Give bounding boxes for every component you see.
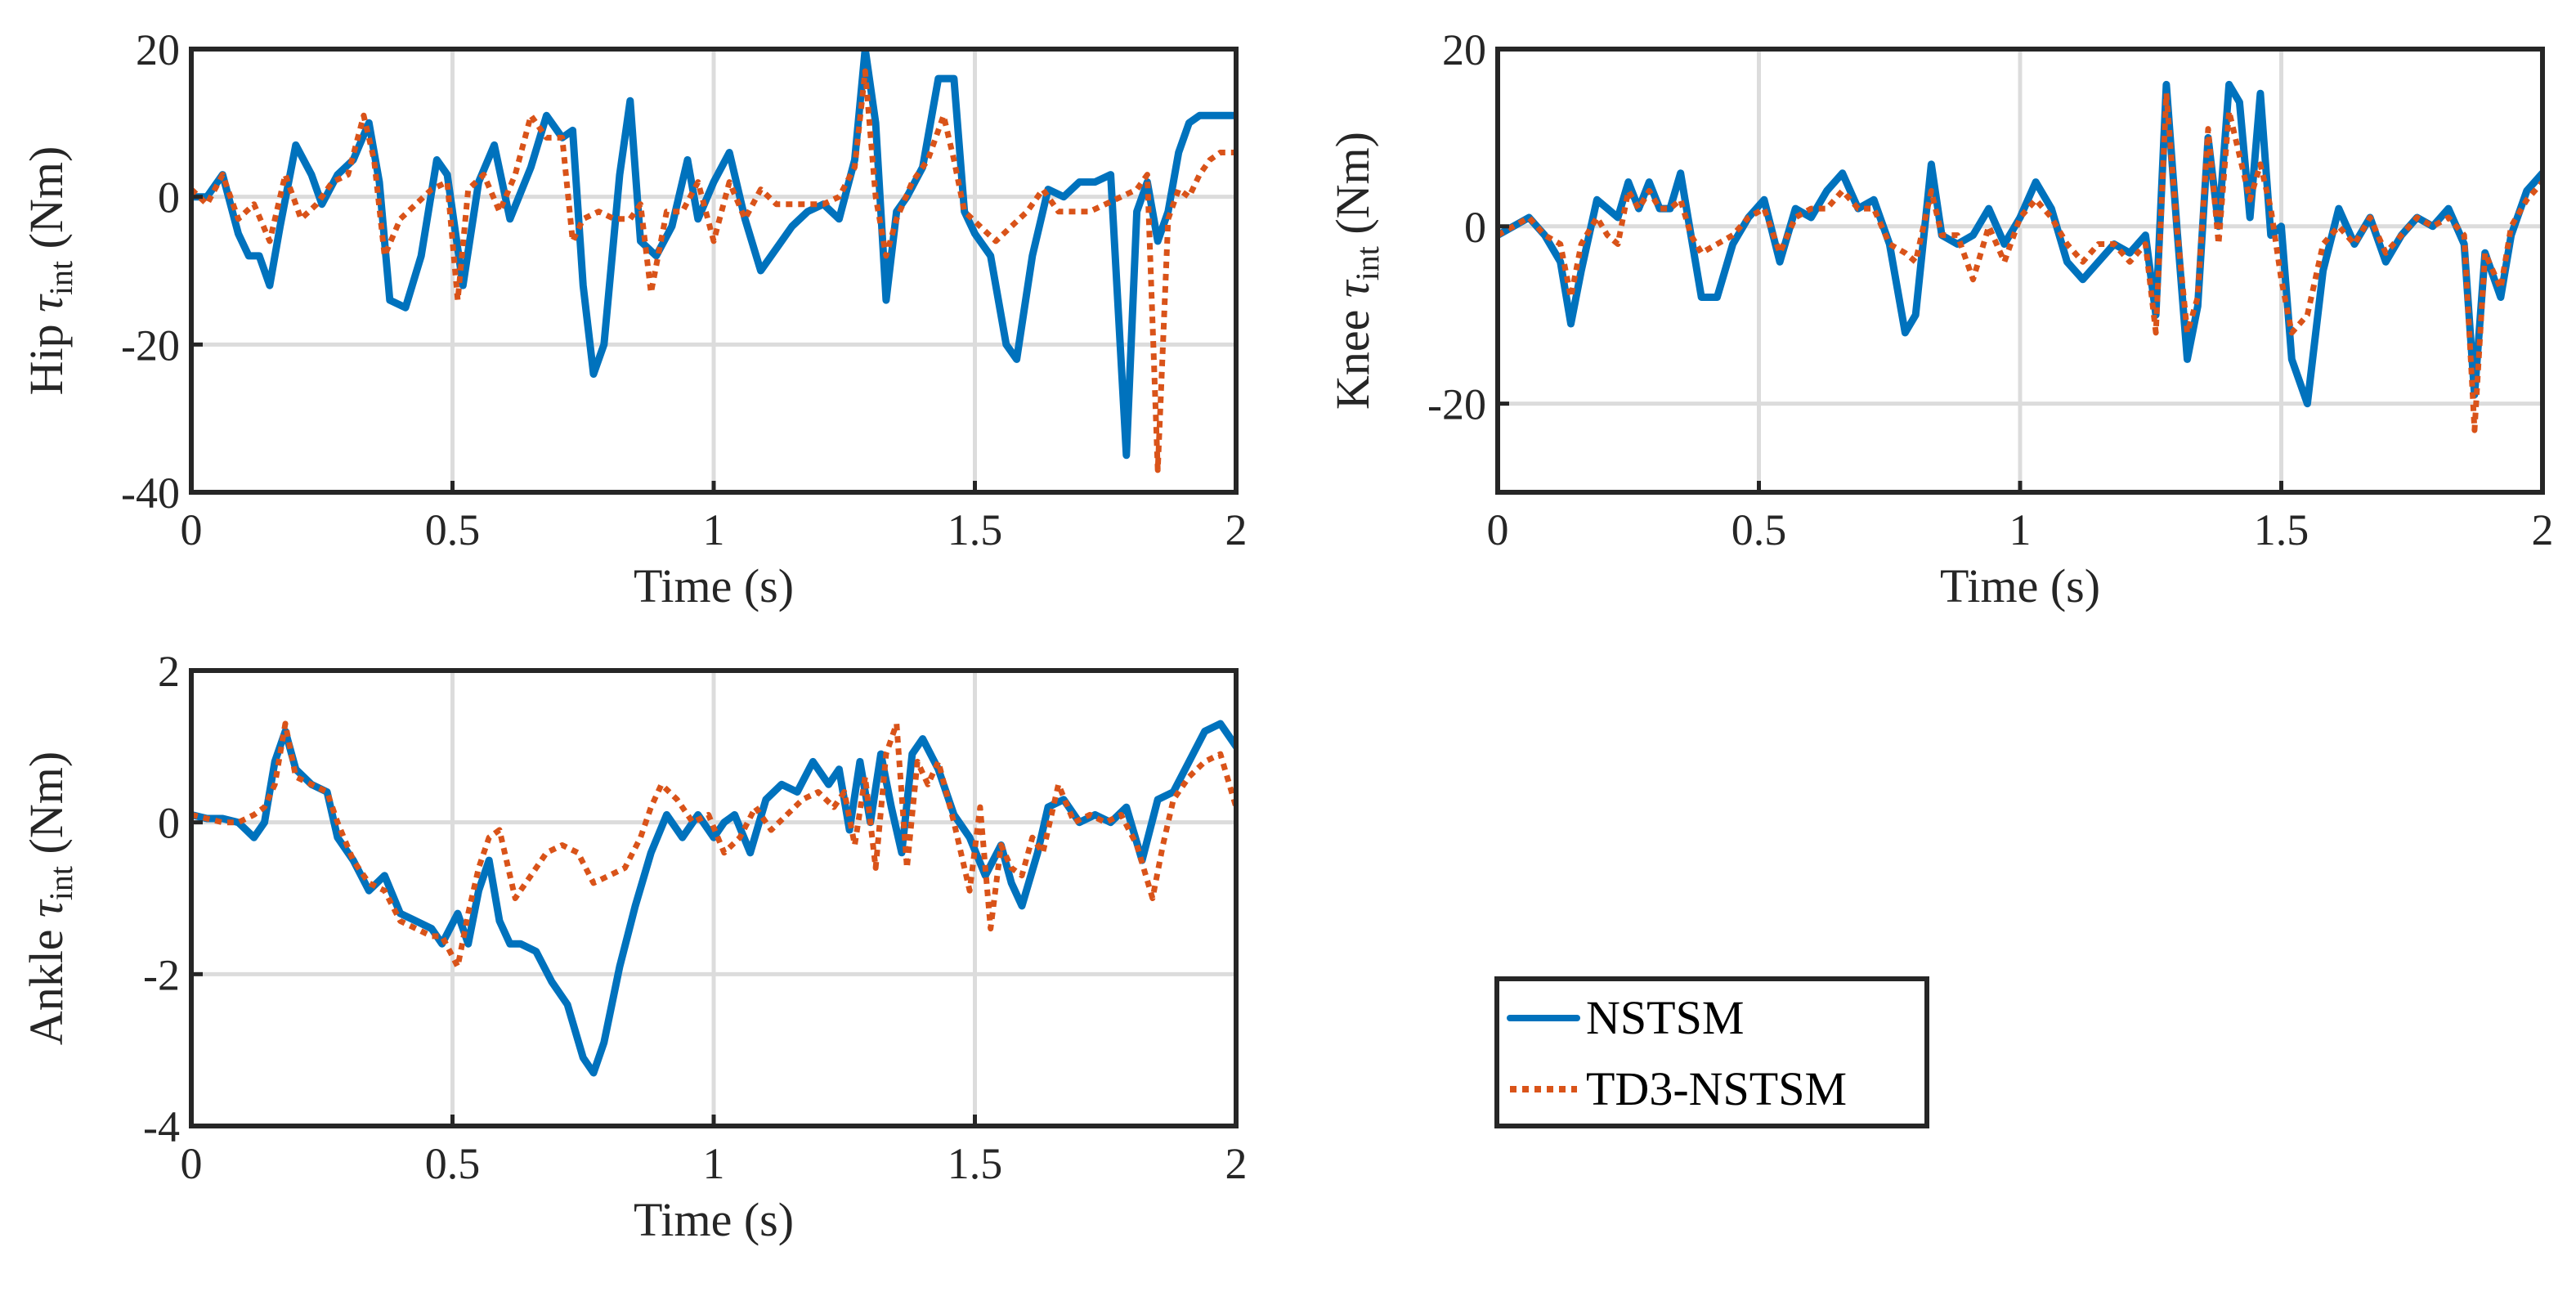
ankle-y-ticks: -4 -2 0 2 bbox=[143, 647, 203, 1151]
knee-x-ticks: 0 0.5 1 1.5 2 bbox=[1487, 481, 2554, 554]
knee-series bbox=[1498, 80, 2542, 433]
hip-x-tick-label-0: 0 bbox=[181, 505, 203, 554]
ankle-y-tick-label-3: 2 bbox=[158, 647, 180, 696]
hip-y-label-prefix: Hip bbox=[20, 312, 73, 396]
knee-y-label-prefix: Knee bbox=[1326, 298, 1379, 410]
ankle-y-tick-label-0: -4 bbox=[143, 1102, 180, 1151]
hip-x-axis-label: Time (s) bbox=[634, 559, 794, 612]
hip-y-label-symbol: τ bbox=[20, 294, 73, 312]
ankle-x-tick-label-0: 0 bbox=[181, 1139, 203, 1188]
knee-y-label-symbol: τ bbox=[1326, 279, 1379, 298]
knee-y-label-unit: (Nm) bbox=[1326, 132, 1379, 246]
hip-series-td3-nstsm bbox=[191, 68, 1236, 473]
hip-y-ticks: -40 -20 0 20 bbox=[121, 25, 203, 518]
knee-x-tick-label-3: 1.5 bbox=[2254, 505, 2309, 554]
knee-y-tick-label-1: 0 bbox=[1464, 203, 1486, 252]
ankle-series-td3-nstsm bbox=[191, 720, 1236, 970]
ankle-y-label-unit: (Nm) bbox=[20, 751, 73, 866]
hip-series bbox=[191, 49, 1236, 473]
hip-x-tick-label-3: 1.5 bbox=[948, 505, 1003, 554]
legend-box bbox=[1494, 976, 1929, 1128]
ankle-y-label-symbol: τ bbox=[20, 899, 73, 917]
ankle-y-tick-label-2: 0 bbox=[158, 799, 180, 848]
hip-y-tick-label-2: 0 bbox=[158, 173, 180, 222]
ankle-x-tick-label-4: 2 bbox=[1225, 1139, 1248, 1188]
hip-y-tick-label-3: 20 bbox=[136, 25, 180, 74]
ankle-x-axis-label: Time (s) bbox=[634, 1193, 794, 1246]
knee-x-tick-label-2: 1 bbox=[2009, 505, 2032, 554]
knee-grid bbox=[1495, 47, 2545, 492]
ankle-torque-panel: 0 0.5 1 1.5 2 -4 -2 0 2 Time (s) Ankle τint (Nm… bbox=[20, 647, 1248, 1246]
hip-x-tick-label-1: 0.5 bbox=[425, 505, 481, 554]
knee-x-tick-label-1: 0.5 bbox=[1732, 505, 1787, 554]
ankle-series-nstsm bbox=[191, 720, 1236, 1077]
knee-torque-panel: 0 0.5 1 1.5 2 -20 0 20 Time (s) Knee τint (Nm) bbox=[1326, 25, 2554, 612]
legend-label-nstsm: NSTSM bbox=[1586, 991, 1744, 1044]
knee-x-axis-label: Time (s) bbox=[1940, 559, 2100, 612]
knee-y-tick-label-2: 20 bbox=[1442, 25, 1486, 74]
hip-y-tick-label-1: -20 bbox=[121, 321, 180, 370]
ankle-series bbox=[191, 720, 1236, 1077]
ankle-y-axis-label: Ankle τint (Nm) bbox=[20, 751, 79, 1045]
knee-y-tick-label-0: -20 bbox=[1427, 380, 1486, 429]
ankle-y-label-subscript: int bbox=[43, 866, 79, 900]
ankle-x-tick-label-3: 1.5 bbox=[948, 1139, 1003, 1188]
ankle-y-tick-label-1: -2 bbox=[143, 950, 180, 999]
hip-x-tick-label-4: 2 bbox=[1225, 505, 1248, 554]
knee-x-tick-label-0: 0 bbox=[1487, 505, 1509, 554]
hip-y-label-unit: (Nm) bbox=[20, 146, 73, 261]
hip-y-tick-label-0: -40 bbox=[121, 469, 180, 518]
legend-label-td3-nstsm: TD3-NSTSM bbox=[1586, 1062, 1847, 1115]
ankle-y-label-prefix: Ankle bbox=[20, 917, 73, 1045]
knee-x-tick-label-4: 2 bbox=[2532, 505, 2554, 554]
ankle-x-tick-label-2: 1 bbox=[703, 1139, 725, 1188]
knee-series-td3-nstsm bbox=[1498, 90, 2542, 433]
ankle-grid bbox=[189, 668, 1239, 1128]
hip-y-axis-label: Hip τint (Nm) bbox=[20, 146, 79, 396]
knee-y-axis-label: Knee τint (Nm) bbox=[1326, 132, 1386, 410]
hip-x-tick-label-2: 1 bbox=[703, 505, 725, 554]
ankle-x-tick-label-1: 0.5 bbox=[425, 1139, 481, 1188]
hip-grid bbox=[189, 47, 1239, 495]
legend: NSTSM TD3-NSTSM bbox=[1494, 976, 1929, 1128]
knee-y-ticks: -20 0 20 bbox=[1427, 25, 1509, 429]
ankle-x-ticks: 0 0.5 1 1.5 2 bbox=[181, 1115, 1248, 1188]
knee-y-label-subscript: int bbox=[1349, 246, 1386, 280]
hip-torque-panel: 0 0.5 1 1.5 2 -40 -20 0 20 Time (s) Hip τint (N… bbox=[20, 25, 1248, 612]
hip-y-label-subscript: int bbox=[43, 261, 79, 295]
